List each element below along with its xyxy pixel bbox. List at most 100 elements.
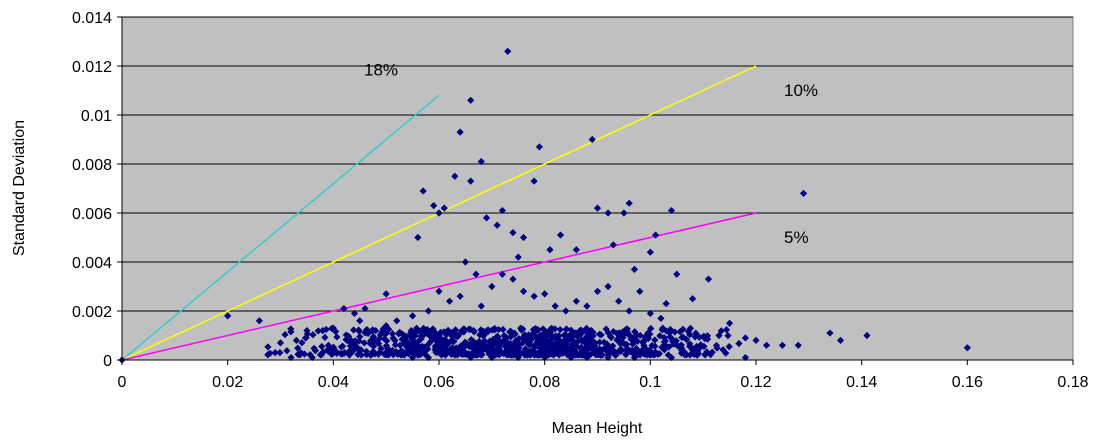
data-point (518, 334, 527, 342)
data-point (385, 325, 393, 333)
data-point (644, 334, 652, 342)
data-point (479, 344, 487, 352)
data-point (551, 325, 559, 333)
data-point (376, 331, 385, 339)
plot-area (121, 16, 1074, 361)
data-point (445, 297, 454, 305)
data-point (697, 341, 705, 349)
data-point (446, 345, 455, 353)
data-point (655, 350, 663, 358)
data-point (438, 342, 446, 350)
data-point (531, 325, 540, 333)
data-point (515, 344, 523, 352)
data-point (594, 351, 602, 359)
data-point (383, 337, 391, 345)
data-point (528, 334, 536, 342)
data-point (380, 335, 388, 343)
data-point (502, 350, 510, 358)
data-point (588, 135, 596, 144)
data-point (523, 333, 532, 342)
data-point (715, 331, 723, 340)
data-point (596, 338, 604, 346)
data-point (400, 331, 408, 339)
data-point (411, 329, 419, 337)
data-point (534, 350, 542, 359)
data-point (581, 327, 589, 335)
data-point (287, 328, 295, 336)
data-point (431, 330, 439, 338)
data-point (836, 336, 845, 344)
data-point (677, 344, 686, 352)
data-point (647, 324, 655, 333)
y-tick-label: 0.002 (72, 304, 112, 321)
data-point (646, 351, 654, 359)
data-point (519, 233, 528, 242)
data-point (303, 327, 311, 335)
data-point (602, 347, 611, 355)
data-point (577, 343, 585, 351)
data-point (449, 337, 457, 345)
data-point (662, 327, 671, 335)
data-point (395, 330, 403, 338)
data-point (367, 351, 375, 359)
data-point (509, 331, 517, 339)
x-axis-ticks: 0 0.02 0.04 0.06 0.08 0.1 0.12 0.14 0.16 0.18 (118, 360, 1089, 391)
data-point (552, 348, 560, 356)
data-point (576, 331, 584, 340)
data-point (624, 348, 632, 356)
data-point (666, 325, 674, 334)
data-point (310, 344, 318, 352)
data-point (396, 341, 404, 349)
data-point (963, 344, 971, 352)
data-point (625, 199, 633, 207)
data-point (551, 332, 559, 341)
data-point (509, 275, 517, 283)
data-point (735, 339, 743, 348)
y-tick-label: 0.006 (72, 206, 112, 223)
data-point (660, 343, 668, 351)
data-point (576, 327, 584, 335)
data-point (435, 209, 443, 217)
x-tick-label: 0 (118, 374, 127, 391)
data-point (581, 336, 589, 344)
data-point (500, 332, 508, 340)
data-point (693, 350, 702, 359)
data-point (466, 325, 474, 333)
data-point (451, 172, 459, 180)
data-point (397, 351, 405, 359)
data-point (506, 328, 514, 336)
y-tick-label: 0.014 (72, 10, 112, 27)
data-point (378, 328, 386, 336)
data-point (481, 328, 489, 336)
data-point (271, 349, 279, 357)
x-axis-title: Mean Height (552, 420, 643, 437)
data-point (308, 353, 316, 362)
data-point (632, 335, 640, 344)
data-point (741, 353, 750, 362)
data-point (477, 302, 485, 310)
data-point (657, 314, 665, 322)
data-point (444, 339, 453, 348)
data-point (630, 265, 639, 273)
data-point (369, 347, 377, 355)
data-point (609, 327, 618, 336)
data-point (498, 338, 506, 346)
data-point (518, 339, 527, 347)
data-point (695, 333, 703, 341)
data-point (666, 333, 674, 341)
data-point (467, 336, 475, 344)
data-point (630, 353, 639, 362)
data-point (722, 326, 731, 334)
data-point (408, 312, 417, 320)
data-point (660, 334, 668, 342)
data-point (642, 346, 650, 354)
data-point (604, 282, 612, 291)
data-point (577, 337, 586, 345)
data-point (613, 329, 621, 338)
data-point (417, 344, 425, 352)
data-point (435, 287, 443, 295)
data-point (646, 330, 654, 338)
data-point (389, 349, 397, 357)
data-point (662, 300, 670, 308)
data-point (533, 342, 541, 350)
